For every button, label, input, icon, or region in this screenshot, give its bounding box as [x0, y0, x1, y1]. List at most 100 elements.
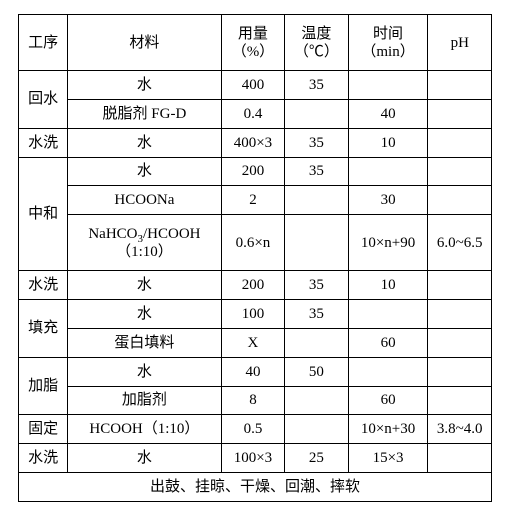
cell-material: 水 [68, 271, 222, 300]
cell-time: 60 [348, 386, 428, 415]
proc-zhonghe: 中和 [19, 157, 68, 271]
cell-ph [428, 386, 492, 415]
table-row: 水洗 水 400×3 35 10 [19, 128, 492, 157]
cell-temp: 35 [285, 271, 348, 300]
cell-time: 15×3 [348, 444, 428, 473]
cell-material: NaHCO3/HCOOH（1:10） [68, 215, 222, 271]
cell-time [348, 157, 428, 186]
cell-ph [428, 357, 492, 386]
cell-ph [428, 157, 492, 186]
cell-temp [285, 99, 348, 128]
cell-material: 水 [68, 71, 222, 100]
cell-material: 水 [68, 357, 222, 386]
cell-material: HCOONa [68, 186, 222, 215]
hdr-temp-l2: （℃） [287, 43, 345, 61]
proc-wash3: 水洗 [19, 444, 68, 473]
footer-text: 出鼓、挂晾、干燥、回潮、摔软 [19, 473, 492, 502]
process-table: 工序 材料 用量 （%） 温度 （℃） 时间 （min） pH 回水 水 400… [18, 14, 492, 502]
table-row: 脱脂剂 FG-D 0.4 40 [19, 99, 492, 128]
hdr-material: 材料 [68, 15, 222, 71]
cell-ph [428, 271, 492, 300]
cell-time: 10×n+30 [348, 415, 428, 444]
hdr-temp: 温度 （℃） [285, 15, 348, 71]
cell-dosage: 400×3 [221, 128, 284, 157]
cell-dosage: 8 [221, 386, 284, 415]
hdr-dosage-l2: （%） [224, 43, 282, 61]
cell-dosage: 200 [221, 271, 284, 300]
cell-time: 10 [348, 128, 428, 157]
table-row: 蛋白填料 X 60 [19, 328, 492, 357]
cell-dosage: X [221, 328, 284, 357]
cell-ph [428, 99, 492, 128]
hdr-temp-l1: 温度 [287, 25, 345, 43]
table-row: HCOONa 2 30 [19, 186, 492, 215]
cell-material: 水 [68, 300, 222, 329]
hdr-dosage: 用量 （%） [221, 15, 284, 71]
cell-material: 加脂剂 [68, 386, 222, 415]
cell-dosage: 2 [221, 186, 284, 215]
hdr-ph: pH [428, 15, 492, 71]
cell-material: 水 [68, 444, 222, 473]
cell-time: 10 [348, 271, 428, 300]
cell-temp: 35 [285, 157, 348, 186]
proc-tianchong: 填充 [19, 300, 68, 358]
table-row: 水洗 水 200 35 10 [19, 271, 492, 300]
cell-time [348, 300, 428, 329]
cell-dosage: 200 [221, 157, 284, 186]
cell-temp [285, 215, 348, 271]
cell-temp: 50 [285, 357, 348, 386]
cell-ph [428, 128, 492, 157]
cell-time: 40 [348, 99, 428, 128]
proc-guding: 固定 [19, 415, 68, 444]
hdr-time-l2: （min） [351, 43, 426, 61]
proc-wash2: 水洗 [19, 271, 68, 300]
cell-dosage: 40 [221, 357, 284, 386]
hdr-proc: 工序 [19, 15, 68, 71]
cell-dosage: 100 [221, 300, 284, 329]
cell-material: 水 [68, 128, 222, 157]
proc-jiazhi: 加脂 [19, 357, 68, 415]
header-row: 工序 材料 用量 （%） 温度 （℃） 时间 （min） pH [19, 15, 492, 71]
cell-ph [428, 186, 492, 215]
cell-time: 10×n+90 [348, 215, 428, 271]
table-row: 加脂剂 8 60 [19, 386, 492, 415]
proc-huishui: 回水 [19, 71, 68, 129]
cell-temp [285, 415, 348, 444]
cell-material: 水 [68, 157, 222, 186]
table-row: 填充 水 100 35 [19, 300, 492, 329]
cell-material: HCOOH（1:10） [68, 415, 222, 444]
proc-wash1: 水洗 [19, 128, 68, 157]
mat-nahco3-label: NaHCO [88, 226, 137, 242]
cell-time: 60 [348, 328, 428, 357]
hdr-time: 时间 （min） [348, 15, 428, 71]
cell-ph: 6.0~6.5 [428, 215, 492, 271]
cell-ph [428, 300, 492, 329]
cell-material: 蛋白填料 [68, 328, 222, 357]
cell-ph: 3.8~4.0 [428, 415, 492, 444]
hdr-dosage-l1: 用量 [224, 25, 282, 43]
cell-time [348, 357, 428, 386]
cell-material: 脱脂剂 FG-D [68, 99, 222, 128]
cell-dosage: 400 [221, 71, 284, 100]
footer-row: 出鼓、挂晾、干燥、回潮、摔软 [19, 473, 492, 502]
cell-temp: 35 [285, 300, 348, 329]
table-row: 中和 水 200 35 [19, 157, 492, 186]
cell-time: 30 [348, 186, 428, 215]
cell-ph [428, 71, 492, 100]
table-row: 加脂 水 40 50 [19, 357, 492, 386]
cell-dosage: 0.5 [221, 415, 284, 444]
cell-temp [285, 186, 348, 215]
cell-dosage: 0.6×n [221, 215, 284, 271]
cell-temp [285, 328, 348, 357]
cell-temp [285, 386, 348, 415]
table-row: 固定 HCOOH（1:10） 0.5 10×n+30 3.8~4.0 [19, 415, 492, 444]
table-row: 水洗 水 100×3 25 15×3 [19, 444, 492, 473]
cell-dosage: 0.4 [221, 99, 284, 128]
cell-temp: 35 [285, 128, 348, 157]
cell-temp: 35 [285, 71, 348, 100]
cell-time [348, 71, 428, 100]
cell-ph [428, 444, 492, 473]
cell-temp: 25 [285, 444, 348, 473]
table-row: NaHCO3/HCOOH（1:10） 0.6×n 10×n+90 6.0~6.5 [19, 215, 492, 271]
cell-dosage: 100×3 [221, 444, 284, 473]
